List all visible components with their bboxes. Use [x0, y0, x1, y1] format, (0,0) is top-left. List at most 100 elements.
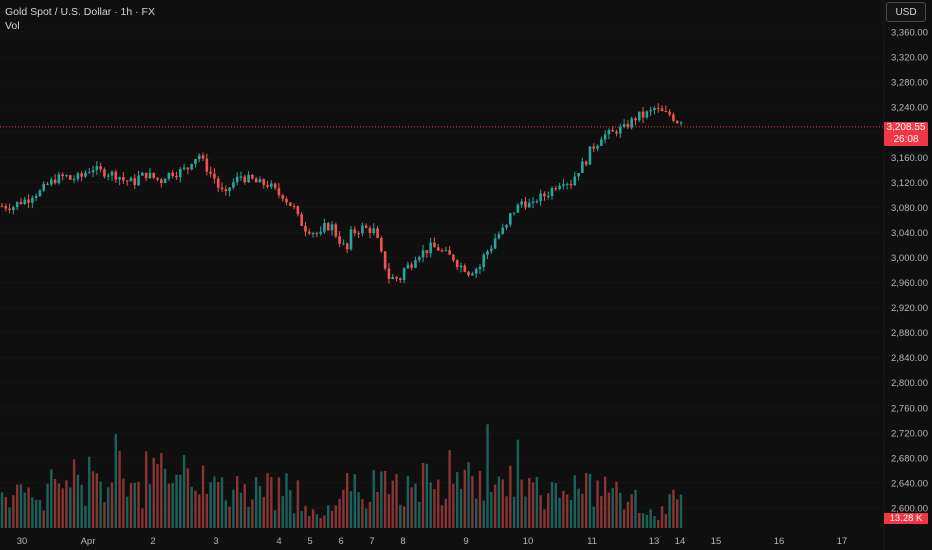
candle-body	[535, 201, 539, 203]
volume-bar	[562, 490, 565, 528]
candle-body	[141, 172, 144, 176]
candle-body	[133, 178, 137, 186]
candle-body	[444, 250, 448, 252]
volume-bar	[133, 482, 136, 528]
candle-body	[12, 207, 15, 211]
volume-bar	[171, 483, 174, 528]
candle-body	[87, 172, 91, 174]
candle-body	[15, 201, 19, 208]
time-tick-label: 13	[649, 536, 660, 547]
candle-body	[4, 206, 8, 209]
candle-body	[398, 278, 402, 280]
candle-body	[99, 166, 102, 170]
volume-bar	[53, 479, 57, 528]
time-tick-label: 14	[675, 536, 686, 547]
candle-body	[448, 250, 451, 255]
volume-bar	[486, 424, 489, 528]
candle-body	[482, 254, 486, 268]
candle-body	[645, 111, 649, 118]
candle-body	[455, 260, 459, 268]
volume-bar	[357, 492, 360, 528]
volume-bar	[455, 472, 459, 528]
volume-bar	[247, 506, 250, 528]
candle-body	[156, 177, 159, 180]
candle-body	[509, 213, 512, 225]
volume-bar	[76, 474, 80, 528]
candle-body	[23, 199, 27, 204]
candle-body	[65, 175, 68, 177]
volume-bar	[645, 514, 649, 528]
currency-button[interactable]: USD	[886, 2, 926, 22]
volume-bar	[588, 473, 592, 528]
volume-bar	[619, 492, 622, 528]
volume-bar	[300, 511, 303, 528]
volume-bar	[220, 477, 224, 528]
volume-bar	[190, 486, 193, 528]
price-tick-label: 2,640.00	[891, 478, 928, 489]
candle-body	[417, 257, 421, 261]
candle-body	[675, 120, 679, 124]
volume-bar	[611, 488, 614, 528]
candle-body	[68, 175, 72, 180]
volume-bar	[167, 483, 171, 528]
candle-body	[19, 201, 23, 204]
candle-body	[406, 264, 410, 269]
volume-bar	[581, 493, 584, 528]
volume-indicator-label[interactable]: Vol	[5, 20, 20, 32]
volume-bar	[482, 500, 485, 528]
candle-body	[603, 134, 607, 140]
symbol-title[interactable]: Gold Spot / U.S. Dollar · 1h · FX	[5, 6, 155, 18]
time-tick-label: Apr	[81, 536, 96, 547]
volume-bar	[262, 496, 265, 528]
volume-bar	[387, 494, 391, 528]
candle-body	[622, 124, 626, 127]
candle-body	[213, 173, 216, 179]
time-tick-label: 4	[276, 536, 281, 547]
candle-body	[91, 170, 95, 173]
candle-body	[619, 126, 622, 134]
candle-body	[300, 214, 303, 226]
candle-body	[106, 175, 110, 177]
candle-body	[672, 114, 675, 121]
time-tick-label: 11	[587, 536, 597, 547]
candle-body	[376, 228, 379, 238]
volume-bar	[258, 486, 262, 528]
candle-body	[27, 199, 30, 203]
candle-body	[364, 225, 368, 228]
volume-bar	[630, 494, 633, 528]
candle-body	[262, 179, 266, 185]
volume-bar	[334, 505, 338, 528]
candle-body	[296, 206, 300, 215]
bar-countdown: 26:08	[893, 134, 919, 145]
price-tick-label: 2,840.00	[891, 353, 928, 364]
volume-bar	[103, 502, 106, 528]
candle-body	[46, 183, 49, 185]
volume-bar	[175, 474, 178, 528]
price-tick-label: 3,240.00	[891, 103, 928, 114]
candle-body	[319, 231, 322, 234]
candle-body	[539, 193, 542, 202]
candle-body	[357, 233, 360, 235]
candle-body	[474, 269, 478, 274]
candle-body	[186, 167, 190, 170]
volume-bar	[531, 482, 535, 528]
candle-body	[664, 111, 668, 113]
volume-bar	[596, 480, 599, 528]
price-tick-label: 2,760.00	[891, 403, 928, 414]
candle-body	[490, 248, 493, 252]
volume-bar	[186, 468, 190, 528]
candle-body	[527, 202, 531, 208]
volume-bar	[308, 516, 311, 528]
volume-bar	[444, 498, 448, 528]
time-axis-labels: 30 Apr 2 3 4 5 6 7 8 9 10 11 13 14 15 16 17	[17, 536, 848, 547]
time-tick-label: 7	[369, 536, 374, 547]
candle-body	[323, 223, 326, 232]
volume-bar	[554, 483, 558, 528]
candle-body	[596, 145, 599, 149]
volume-bar	[129, 483, 133, 528]
candle-body	[607, 129, 611, 135]
candle-body	[84, 172, 87, 177]
volume-bar	[0, 492, 4, 528]
volume-bar	[315, 514, 319, 528]
